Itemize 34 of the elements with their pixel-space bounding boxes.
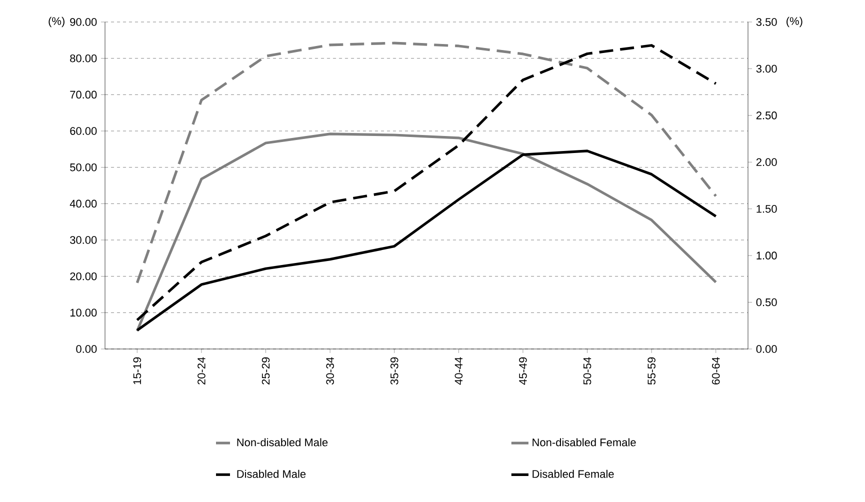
- legend-label: Non-disabled Female: [532, 438, 636, 446]
- y-tick-label: 50.00: [70, 163, 97, 172]
- legend-label: Disabled Female: [532, 470, 614, 478]
- y-tick-label: 60.00: [70, 127, 97, 135]
- y-axis-title: (%): [48, 16, 64, 28]
- x-tick-label: 30-34: [326, 357, 334, 385]
- y-tick-label: 40.00: [70, 200, 97, 208]
- x-tick-label: 20-24: [198, 357, 206, 384]
- y2-tick-label: 1.50: [756, 204, 777, 213]
- x-tick-label: 55-59: [648, 357, 656, 385]
- legend-label: Disabled Male: [237, 470, 306, 478]
- y-tick-label: 30.00: [70, 236, 97, 244]
- y2-axis-title: (%): [786, 16, 802, 28]
- y2-tick-label: 1.00: [756, 252, 777, 260]
- y2-tick-label: 0.00: [756, 345, 777, 353]
- y2-tick-label: 2.00: [756, 158, 777, 166]
- x-tick-label: 15-19: [133, 357, 142, 384]
- y-tick-label: 70.00: [70, 90, 97, 99]
- x-tick-label: 45-49: [519, 357, 527, 385]
- x-tick-label: 50-54: [583, 357, 592, 385]
- y2-tick-label: 3.50: [756, 18, 777, 26]
- x-tick-label: 40-44: [454, 357, 463, 385]
- y-tick-label: 0.00: [76, 345, 97, 353]
- y-tick-label: 80.00: [70, 54, 97, 62]
- legend-label: Non-disabled Male: [237, 438, 328, 446]
- y2-tick-label: 0.50: [756, 298, 777, 306]
- x-tick-label: 25-29: [262, 357, 270, 384]
- x-tick-label: 60-64: [712, 357, 720, 384]
- x-tick-label: 35-39: [390, 357, 398, 385]
- y-tick-label: 10.00: [70, 308, 97, 317]
- y2-tick-label: 2.50: [756, 112, 777, 120]
- y2-tick-label: 3.00: [756, 64, 777, 73]
- y-tick-label: 20.00: [70, 272, 97, 280]
- y-tick-label: 90.00: [70, 18, 97, 26]
